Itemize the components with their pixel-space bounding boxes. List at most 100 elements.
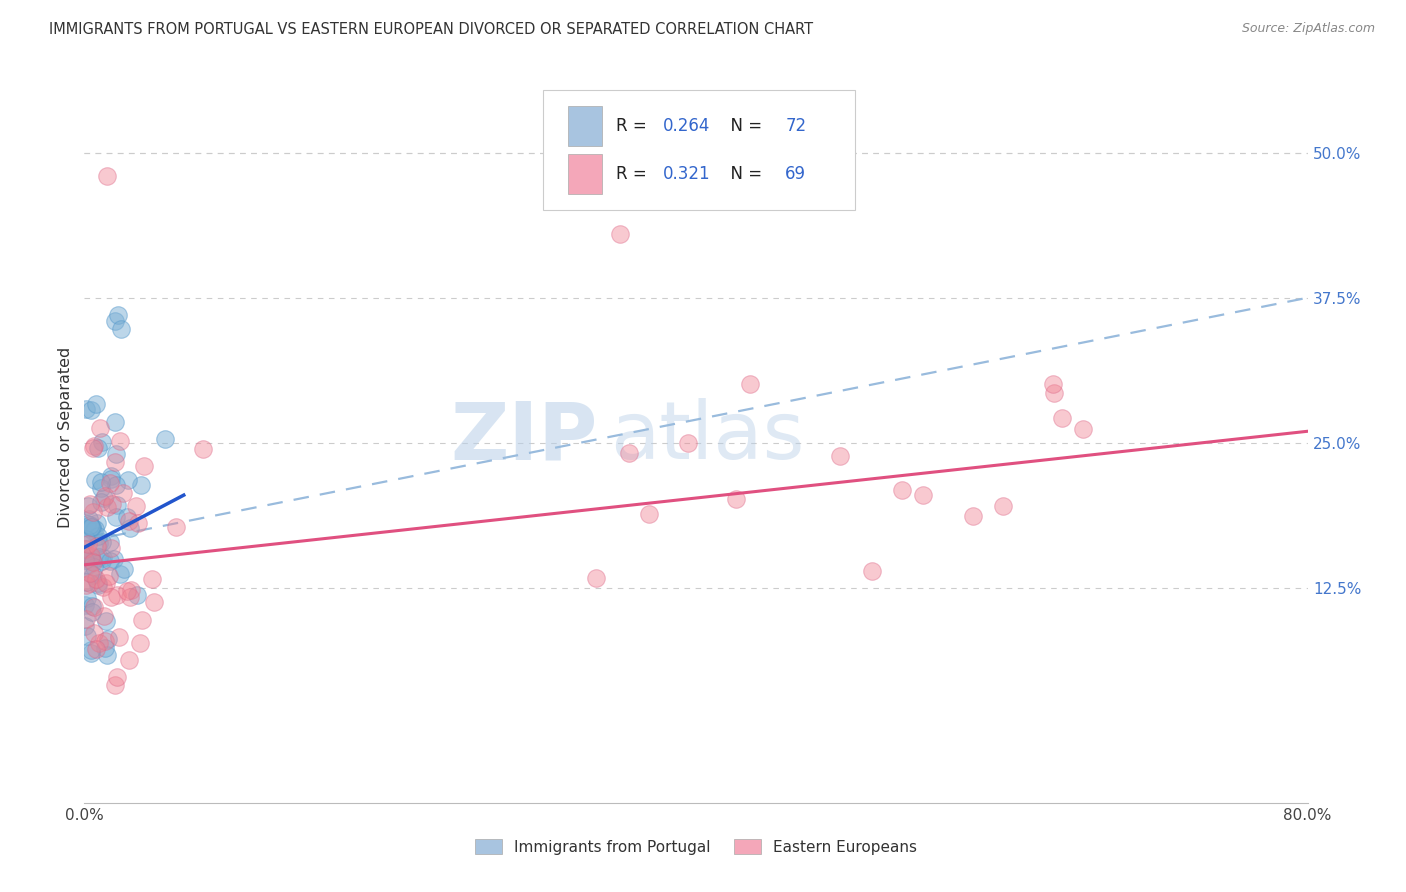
Point [127, 588, 149, 602]
Point [676, 436, 699, 450]
Point [80, 519, 103, 533]
Point [94, 489, 117, 503]
Point [96, 169, 118, 183]
Point [83, 599, 105, 614]
Point [82, 599, 104, 614]
Point [118, 514, 141, 528]
Text: 69: 69 [786, 165, 806, 183]
Text: IMMIGRANTS FROM PORTUGAL VS EASTERN EUROPEAN DIVORCED OR SEPARATED CORRELATION C: IMMIGRANTS FROM PORTUGAL VS EASTERN EURO… [49, 22, 813, 37]
Point [76, 517, 98, 532]
Text: N =: N = [720, 165, 768, 183]
Point [104, 509, 127, 524]
Text: 0.264: 0.264 [664, 117, 710, 136]
Point [110, 434, 132, 449]
Point [79, 497, 101, 511]
Point [105, 588, 128, 602]
Point [104, 678, 127, 692]
Text: 72: 72 [786, 117, 807, 136]
Point [94, 614, 117, 628]
Text: ZIP: ZIP [451, 398, 598, 476]
Point [80, 549, 103, 564]
Point [90, 481, 112, 495]
Point [75, 553, 97, 567]
Point [87, 636, 110, 650]
Point [112, 562, 135, 576]
Point [107, 308, 129, 322]
Point [132, 459, 155, 474]
Point [87, 529, 110, 543]
Point [90, 475, 112, 490]
Point [129, 636, 152, 650]
Point [84, 474, 107, 488]
Point [115, 583, 138, 598]
Point [86, 578, 108, 592]
Point [75, 541, 97, 556]
Point [104, 477, 127, 491]
Point [724, 491, 747, 506]
Point [96, 500, 118, 515]
Point [76, 591, 98, 605]
Text: N =: N = [720, 117, 768, 136]
Point [83, 522, 105, 536]
Point [86, 539, 108, 553]
Point [97, 632, 120, 647]
Text: 0.321: 0.321 [664, 165, 710, 183]
Point [94, 641, 117, 656]
Point [105, 670, 128, 684]
Point [100, 468, 122, 483]
Text: R =: R = [616, 165, 658, 183]
Text: atlas: atlas [610, 398, 804, 476]
Text: R =: R = [616, 117, 652, 136]
Point [76, 629, 98, 643]
Point [79, 518, 101, 533]
Point [118, 653, 141, 667]
Point [80, 643, 103, 657]
Point [80, 549, 103, 563]
Y-axis label: Divorced or Separated: Divorced or Separated [58, 346, 73, 528]
Point [94, 634, 117, 648]
Point [125, 499, 148, 513]
Point [91, 580, 114, 594]
Point [80, 646, 103, 660]
Point [96, 575, 118, 590]
FancyBboxPatch shape [543, 90, 855, 211]
Point [82, 568, 104, 582]
Point [153, 432, 176, 446]
Point [104, 415, 127, 429]
Point [609, 227, 631, 241]
Point [77, 499, 100, 513]
Point [1042, 386, 1064, 401]
Point [91, 554, 114, 568]
Point [82, 505, 104, 519]
Point [84, 397, 107, 411]
Point [75, 575, 97, 590]
Point [141, 572, 163, 586]
Point [100, 472, 122, 486]
Point [75, 402, 97, 417]
Point [165, 520, 187, 534]
Point [98, 554, 121, 568]
Point [75, 533, 97, 547]
Point [98, 476, 121, 491]
Legend: Immigrants from Portugal, Eastern Europeans: Immigrants from Portugal, Eastern Europe… [468, 833, 924, 861]
Point [585, 571, 607, 585]
Point [75, 578, 97, 592]
Point [75, 548, 97, 562]
Point [93, 491, 115, 506]
Point [91, 551, 114, 566]
Point [1042, 376, 1064, 391]
Point [87, 549, 110, 564]
Point [143, 595, 166, 609]
Point [90, 495, 112, 509]
Point [90, 434, 112, 449]
Text: Source: ZipAtlas.com: Source: ZipAtlas.com [1241, 22, 1375, 36]
Point [77, 550, 100, 565]
Point [127, 516, 149, 531]
Point [79, 575, 101, 590]
Point [131, 613, 153, 627]
Point [83, 560, 105, 574]
Point [84, 572, 107, 586]
Point [75, 599, 97, 613]
Point [1052, 410, 1074, 425]
Point [83, 626, 105, 640]
